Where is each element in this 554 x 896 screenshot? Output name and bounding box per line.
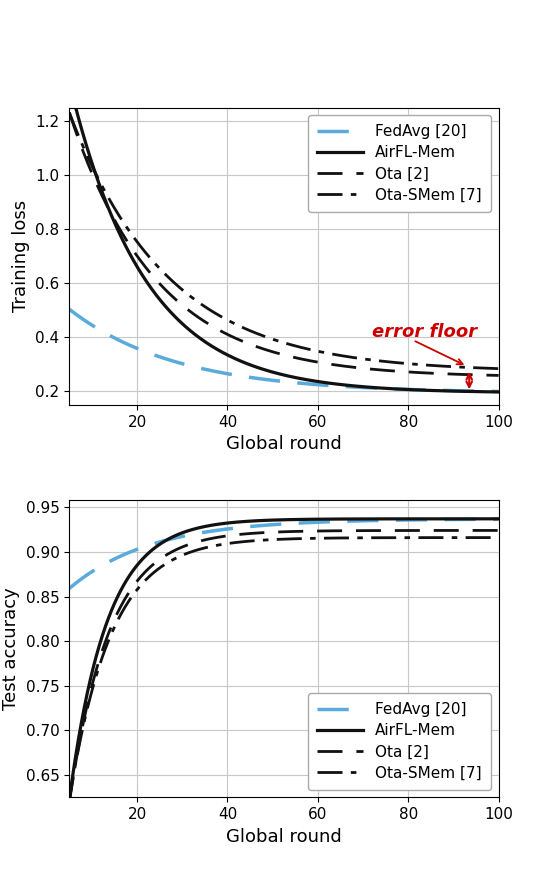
Legend: FedAvg [20], AirFL-Mem, Ota [2], Ota-SMem [7]: FedAvg [20], AirFL-Mem, Ota [2], Ota-SMe…	[308, 116, 491, 211]
Y-axis label: Training loss: Training loss	[12, 200, 30, 313]
Legend: FedAvg [20], AirFL-Mem, Ota [2], Ota-SMem [7]: FedAvg [20], AirFL-Mem, Ota [2], Ota-SMe…	[308, 694, 491, 789]
X-axis label: Global round: Global round	[226, 828, 342, 846]
X-axis label: Global round: Global round	[226, 435, 342, 453]
Text: error floor: error floor	[372, 323, 477, 341]
Y-axis label: Test accuracy: Test accuracy	[2, 588, 20, 711]
